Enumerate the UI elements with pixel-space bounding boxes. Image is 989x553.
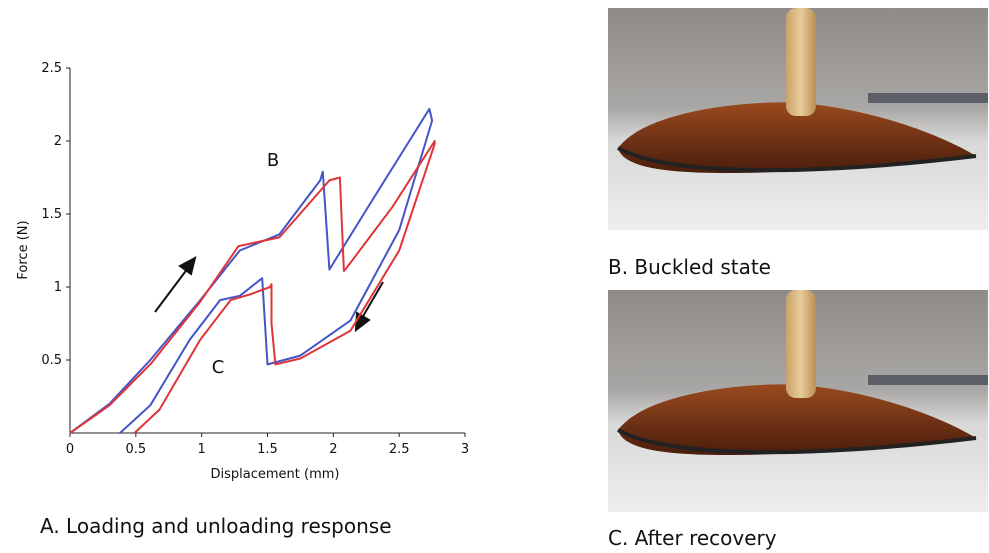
annotation: C xyxy=(212,357,225,378)
y-tick-label: 0.5 xyxy=(41,353,62,368)
x-tick-label: 0.5 xyxy=(125,442,146,457)
force-curve xyxy=(69,107,434,434)
photo-recovered xyxy=(606,288,989,514)
arrows xyxy=(154,256,384,333)
x-tick-label: 1 xyxy=(198,442,206,457)
caption: C. After recovery xyxy=(608,526,777,550)
y-tick-label: 2.5 xyxy=(41,61,62,76)
x-tick-label: 2.5 xyxy=(389,442,410,457)
y-axis-label: Force (N) xyxy=(16,220,31,279)
x-tick-label: 2 xyxy=(329,442,337,457)
y-tick-label: 1 xyxy=(54,280,62,295)
annotation: B xyxy=(267,150,279,171)
x-axis-label: Displacement (mm) xyxy=(211,467,340,482)
x-tick-label: 0 xyxy=(66,442,74,457)
caption: B. Buckled state xyxy=(608,255,771,279)
force-curve xyxy=(69,140,436,434)
x-tick-label: 3 xyxy=(461,442,469,457)
y-tick-label: 2 xyxy=(54,134,62,149)
caption: A. Loading and unloading response xyxy=(40,514,392,538)
photo-buckled xyxy=(606,6,989,232)
x-tick-label: 1.5 xyxy=(257,442,278,457)
y-tick-label: 1.5 xyxy=(41,207,62,222)
